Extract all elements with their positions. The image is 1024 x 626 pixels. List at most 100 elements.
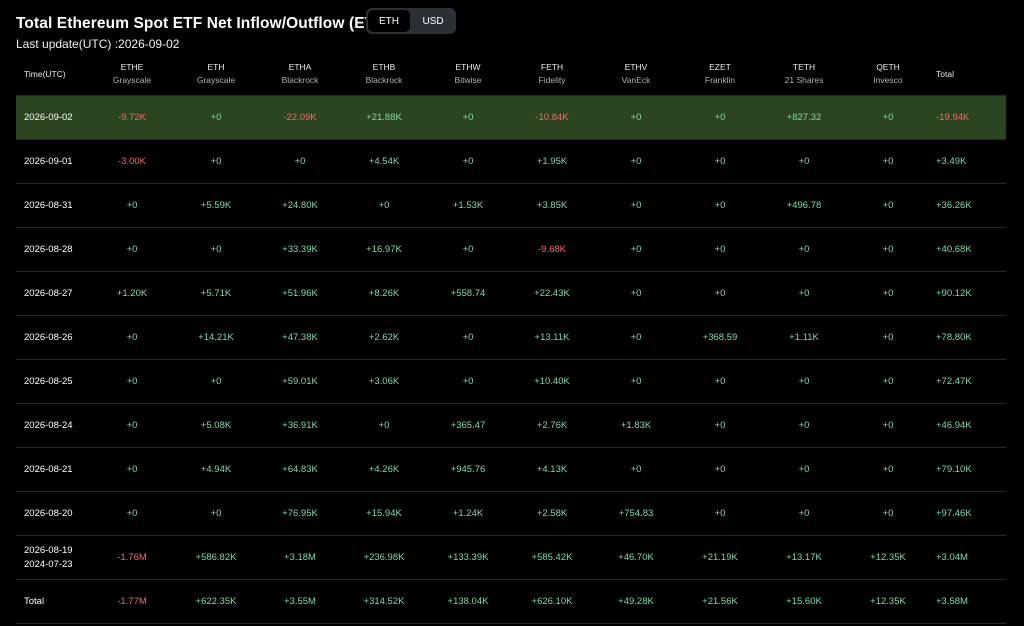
table-row: 2026-08-24 +0 +5.08K +36.91K +0 +365.47 +2.76K…: [16, 403, 1006, 448]
flow-cell-feth: -10.84K: [510, 95, 594, 140]
table-row: 2026-08-27 +1.20K +5.71K +51.96K +8.26K +558.…: [16, 271, 1006, 316]
flow-cell-ethv: +0: [594, 183, 678, 228]
column-header-feth: FETH Fidelity: [510, 52, 594, 96]
flow-cell-ezet: +0: [678, 447, 762, 492]
flow-cell-teth: +0: [762, 139, 846, 184]
flow-cell-etha: +24.80K: [258, 183, 342, 228]
flow-cell-qeth: +0: [846, 227, 930, 272]
flow-cell-ethw: +133.39K: [426, 535, 510, 580]
flow-cell-total: +72.47K: [930, 359, 1006, 404]
flow-cell-qeth: +0: [846, 139, 930, 184]
row-date: Total: [16, 579, 90, 624]
column-header-ethw: ETHW Bitwise: [426, 52, 510, 96]
flow-cell-etha: +76.95K: [258, 491, 342, 536]
flow-cell-qeth: +0: [846, 95, 930, 140]
flow-cell-ethe: +0: [90, 227, 174, 272]
flow-cell-etha: -22.09K: [258, 95, 342, 140]
flow-cell-ethv: +46.70K: [594, 535, 678, 580]
column-issuer: Bitwise: [454, 74, 482, 85]
column-ticker: TETH: [792, 61, 816, 72]
flow-cell-ethb: +0: [342, 403, 426, 448]
flow-cell-ethb: +16.97K: [342, 227, 426, 272]
column-issuer: Grayscale: [196, 74, 236, 85]
flow-cell-teth: +1.11K: [762, 315, 846, 360]
column-ticker: ETHB: [372, 61, 396, 72]
flow-cell-teth: +0: [762, 491, 846, 536]
row-date-line: 2024-07-23: [24, 558, 73, 570]
row-date-line: 2026-08-21: [24, 463, 73, 475]
flow-cell-ezet: +0: [678, 491, 762, 536]
row-date: 2026-08-20: [16, 491, 90, 536]
flow-cell-ethb: +21.88K: [342, 95, 426, 140]
flow-cell-ethe: -9.72K: [90, 95, 174, 140]
flow-cell-etha: +64.83K: [258, 447, 342, 492]
table-row: 2026-08-28 +0 +0 +33.39K +16.97K +0 -9.68K +0 +0…: [16, 227, 1006, 272]
flow-cell-qeth: +0: [846, 447, 930, 492]
row-date-line: 2026-09-01: [24, 155, 73, 167]
flow-cell-total: +78.80K: [930, 315, 1006, 360]
flow-cell-ezet: +0: [678, 271, 762, 316]
flow-cell-etha: +33.39K: [258, 227, 342, 272]
column-issuer: VanEck: [621, 74, 651, 85]
toggle-eth[interactable]: ETH: [368, 10, 410, 32]
column-ticker: ETH: [207, 61, 225, 72]
column-header-ethv: ETHV VanEck: [594, 52, 678, 96]
flow-cell-teth: +15.60K: [762, 579, 846, 624]
column-header-eth: ETH Grayscale: [174, 52, 258, 96]
row-date-line: 2026-08-25: [24, 375, 73, 387]
flow-cell-feth: +10.40K: [510, 359, 594, 404]
flow-cell-feth: +13.11K: [510, 315, 594, 360]
flow-cell-feth: +585.42K: [510, 535, 594, 580]
table-row: 2026-08-21 +0 +4.94K +64.83K +4.26K +945.76 +4…: [16, 447, 1006, 492]
flow-cell-ethv: +0: [594, 315, 678, 360]
table-body: 2026-09-02 -9.72K +0 -22.09K +21.88K +0 -10.84…: [16, 95, 1006, 624]
flow-cell-ethw: +558.74: [426, 271, 510, 316]
row-date: 2026-08-26: [16, 315, 90, 360]
page-header: Total Ethereum Spot ETF Net Inflow/Outfl…: [16, 8, 1006, 60]
flow-cell-ethe: +0: [90, 359, 174, 404]
flow-cell-eth: +586.82K: [174, 535, 258, 580]
flow-cell-ezet: +0: [678, 359, 762, 404]
flow-cell-feth: +22.43K: [510, 271, 594, 316]
flow-cell-ethw: +0: [426, 227, 510, 272]
last-update: Last update(UTC) :2026-09-02: [16, 37, 180, 51]
row-date-line: 2026-08-27: [24, 287, 73, 299]
flow-cell-eth: +5.71K: [174, 271, 258, 316]
flow-cell-eth: +622.35K: [174, 579, 258, 624]
flow-cell-total: +40.68K: [930, 227, 1006, 272]
flow-cell-ethv: +0: [594, 359, 678, 404]
row-date-line: 2026-08-28: [24, 243, 73, 255]
table-row: 2026-09-02 -9.72K +0 -22.09K +21.88K +0 -10.84…: [16, 95, 1006, 140]
flow-cell-feth: +2.58K: [510, 491, 594, 536]
table-header-row: Time(UTC) ETHE Grayscale ETH Grayscale ETHA B…: [16, 52, 1006, 96]
flow-cell-ezet: +21.56K: [678, 579, 762, 624]
flow-cell-etha: +36.91K: [258, 403, 342, 448]
flow-cell-teth: +0: [762, 359, 846, 404]
column-issuer: Grayscale: [112, 74, 152, 85]
flow-cell-teth: +496.78: [762, 183, 846, 228]
flow-cell-eth: +0: [174, 359, 258, 404]
flow-cell-feth: +2.76K: [510, 403, 594, 448]
flow-cell-ethb: +4.26K: [342, 447, 426, 492]
toggle-usd[interactable]: USD: [422, 15, 444, 27]
column-header-teth: TETH 21 Shares: [762, 52, 846, 96]
row-date: 2026-09-02: [16, 95, 90, 140]
flow-cell-ethe: +1.20K: [90, 271, 174, 316]
flow-cell-etha: +0: [258, 139, 342, 184]
flow-cell-ezet: +0: [678, 183, 762, 228]
etf-flow-table: Time(UTC) ETHE Grayscale ETH Grayscale ETHA B…: [16, 52, 1006, 624]
row-date-line: 2026-08-19: [24, 544, 73, 556]
flow-cell-feth: +3.85K: [510, 183, 594, 228]
flow-cell-total: +36.26K: [930, 183, 1006, 228]
flow-cell-eth: +4.94K: [174, 447, 258, 492]
flow-cell-teth: +827.32: [762, 95, 846, 140]
flow-cell-eth: +14.21K: [174, 315, 258, 360]
flow-cell-ethe: -1.76M: [90, 535, 174, 580]
flow-cell-ezet: +0: [678, 403, 762, 448]
column-ticker: ETHV: [624, 61, 648, 72]
flow-cell-ethb: +3.06K: [342, 359, 426, 404]
row-date: 2026-08-19 2024-07-23: [16, 535, 90, 580]
flow-cell-ethe: +0: [90, 491, 174, 536]
flow-cell-qeth: +0: [846, 359, 930, 404]
flow-cell-teth: +0: [762, 227, 846, 272]
